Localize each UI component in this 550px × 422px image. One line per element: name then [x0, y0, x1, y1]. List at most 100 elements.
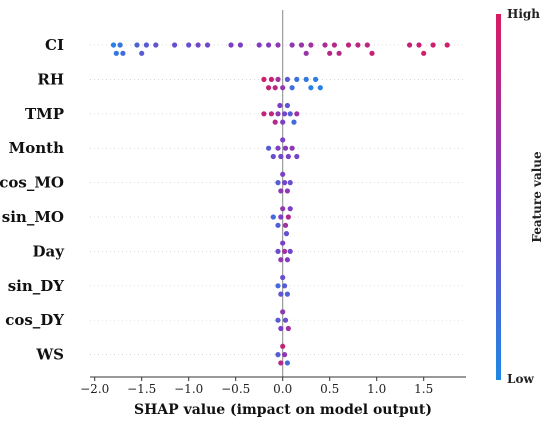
shap-point — [275, 222, 281, 228]
feature-labels: CI RH TMP Month cos_MO sin_MO Day sin_DY cos_DY W… — [0, 36, 65, 364]
shap-point — [139, 50, 145, 56]
shap-point — [430, 42, 436, 48]
shap-point — [270, 214, 276, 220]
feature-label: sin_MO — [2, 208, 64, 226]
shap-point — [134, 42, 140, 48]
shap-point — [117, 42, 123, 48]
shap-point — [261, 76, 267, 82]
shap-point — [237, 42, 243, 48]
shap-point — [287, 111, 293, 117]
shap-point — [331, 42, 337, 48]
x-axis-title: SHAP value (impact on model output) — [134, 402, 432, 418]
x-tick-label: 0.5 — [320, 382, 339, 396]
shap-point — [280, 240, 286, 246]
x-tick-label: −2.0 — [80, 382, 109, 396]
shap-point — [228, 42, 234, 48]
shap-point — [287, 248, 293, 254]
shap-point — [280, 343, 286, 349]
shap-point — [280, 274, 286, 281]
shap-point — [294, 76, 300, 82]
shap-point — [283, 231, 290, 237]
shap-point — [278, 360, 284, 366]
shap-point — [294, 153, 300, 160]
colorbar-low-label: Low — [507, 372, 534, 386]
shap-point — [284, 291, 290, 297]
feature-label: CI — [45, 36, 64, 54]
shap-point — [275, 283, 281, 289]
shap-point — [277, 102, 283, 109]
shap-point — [261, 111, 267, 117]
shap-point — [275, 111, 281, 117]
shap-point — [275, 317, 281, 323]
shap-point — [345, 42, 352, 48]
shap-point — [284, 360, 290, 366]
shap-point — [278, 325, 284, 332]
feature-label: RH — [37, 70, 64, 88]
shap-point — [280, 137, 286, 143]
shap-point — [266, 85, 272, 91]
shap-point — [268, 76, 275, 82]
shap-points — [110, 42, 450, 366]
shap-point — [407, 42, 413, 48]
shap-point — [444, 42, 450, 48]
shap-point — [313, 76, 319, 82]
shap-point — [278, 291, 284, 297]
shap-point — [287, 206, 293, 212]
shap-point — [278, 257, 284, 263]
x-tick-label: 1.0 — [367, 382, 386, 396]
shap-point — [204, 42, 211, 48]
shap-point — [186, 42, 192, 48]
shap-point — [291, 119, 297, 125]
shap-point — [281, 180, 288, 186]
colorbar-title: Feature value — [530, 151, 544, 243]
shap-point — [275, 42, 281, 48]
shap-point — [272, 119, 278, 125]
shap-point — [282, 145, 289, 151]
shap-point — [281, 111, 288, 117]
shap-point — [284, 76, 290, 82]
shap-point — [172, 42, 178, 48]
shap-point — [308, 85, 314, 91]
shap-point — [282, 222, 289, 228]
shap-point — [285, 214, 291, 220]
shap-point — [282, 317, 289, 323]
shap-point — [110, 42, 117, 48]
shap-point — [287, 180, 293, 186]
shap-point — [275, 248, 281, 254]
shap-point — [153, 42, 159, 48]
feature-label: cos_MO — [0, 174, 64, 192]
shap-point — [421, 50, 427, 56]
feature-label: TMP — [25, 105, 64, 123]
shap-point — [275, 180, 281, 186]
feature-label: sin_DY — [8, 277, 65, 295]
shap-point — [289, 85, 295, 91]
shap-point — [266, 145, 272, 151]
shap-point — [327, 50, 333, 56]
shap-point — [285, 325, 291, 332]
feature-label: WS — [35, 346, 64, 364]
shap-point — [355, 42, 361, 48]
shap-point — [308, 42, 314, 48]
shap-point — [280, 119, 286, 125]
x-tick-label: −1.0 — [174, 382, 203, 396]
x-axis: −2.0 −1.5 −1.0 −0.5 0.0 0.5 1.0 1.5 — [80, 376, 466, 396]
shap-point — [285, 153, 291, 160]
shap-point — [369, 50, 375, 56]
shap-point — [270, 153, 276, 160]
shap-point — [281, 248, 288, 254]
shap-point — [294, 111, 300, 117]
feature-label: cos_DY — [5, 311, 64, 329]
shap-point — [336, 50, 342, 56]
shap-point — [266, 42, 272, 48]
shap-point — [275, 76, 281, 82]
x-tick-label: 1.5 — [414, 382, 433, 396]
shap-point — [303, 50, 309, 56]
shap-point — [278, 188, 284, 194]
shap-point — [298, 42, 305, 48]
shap-point — [280, 85, 286, 91]
x-tick-label: −1.5 — [127, 382, 156, 396]
shap-point — [195, 42, 201, 48]
shap-point — [416, 42, 422, 48]
shap-point — [322, 42, 328, 48]
